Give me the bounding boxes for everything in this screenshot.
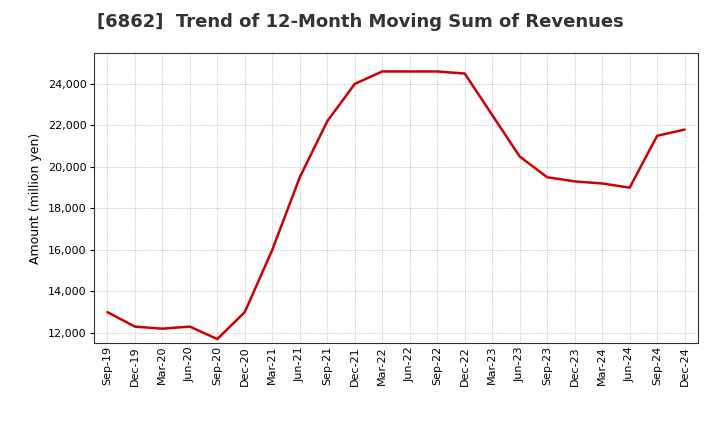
Y-axis label: Amount (million yen): Amount (million yen) <box>30 132 42 264</box>
Text: [6862]  Trend of 12-Month Moving Sum of Revenues: [6862] Trend of 12-Month Moving Sum of R… <box>96 13 624 31</box>
